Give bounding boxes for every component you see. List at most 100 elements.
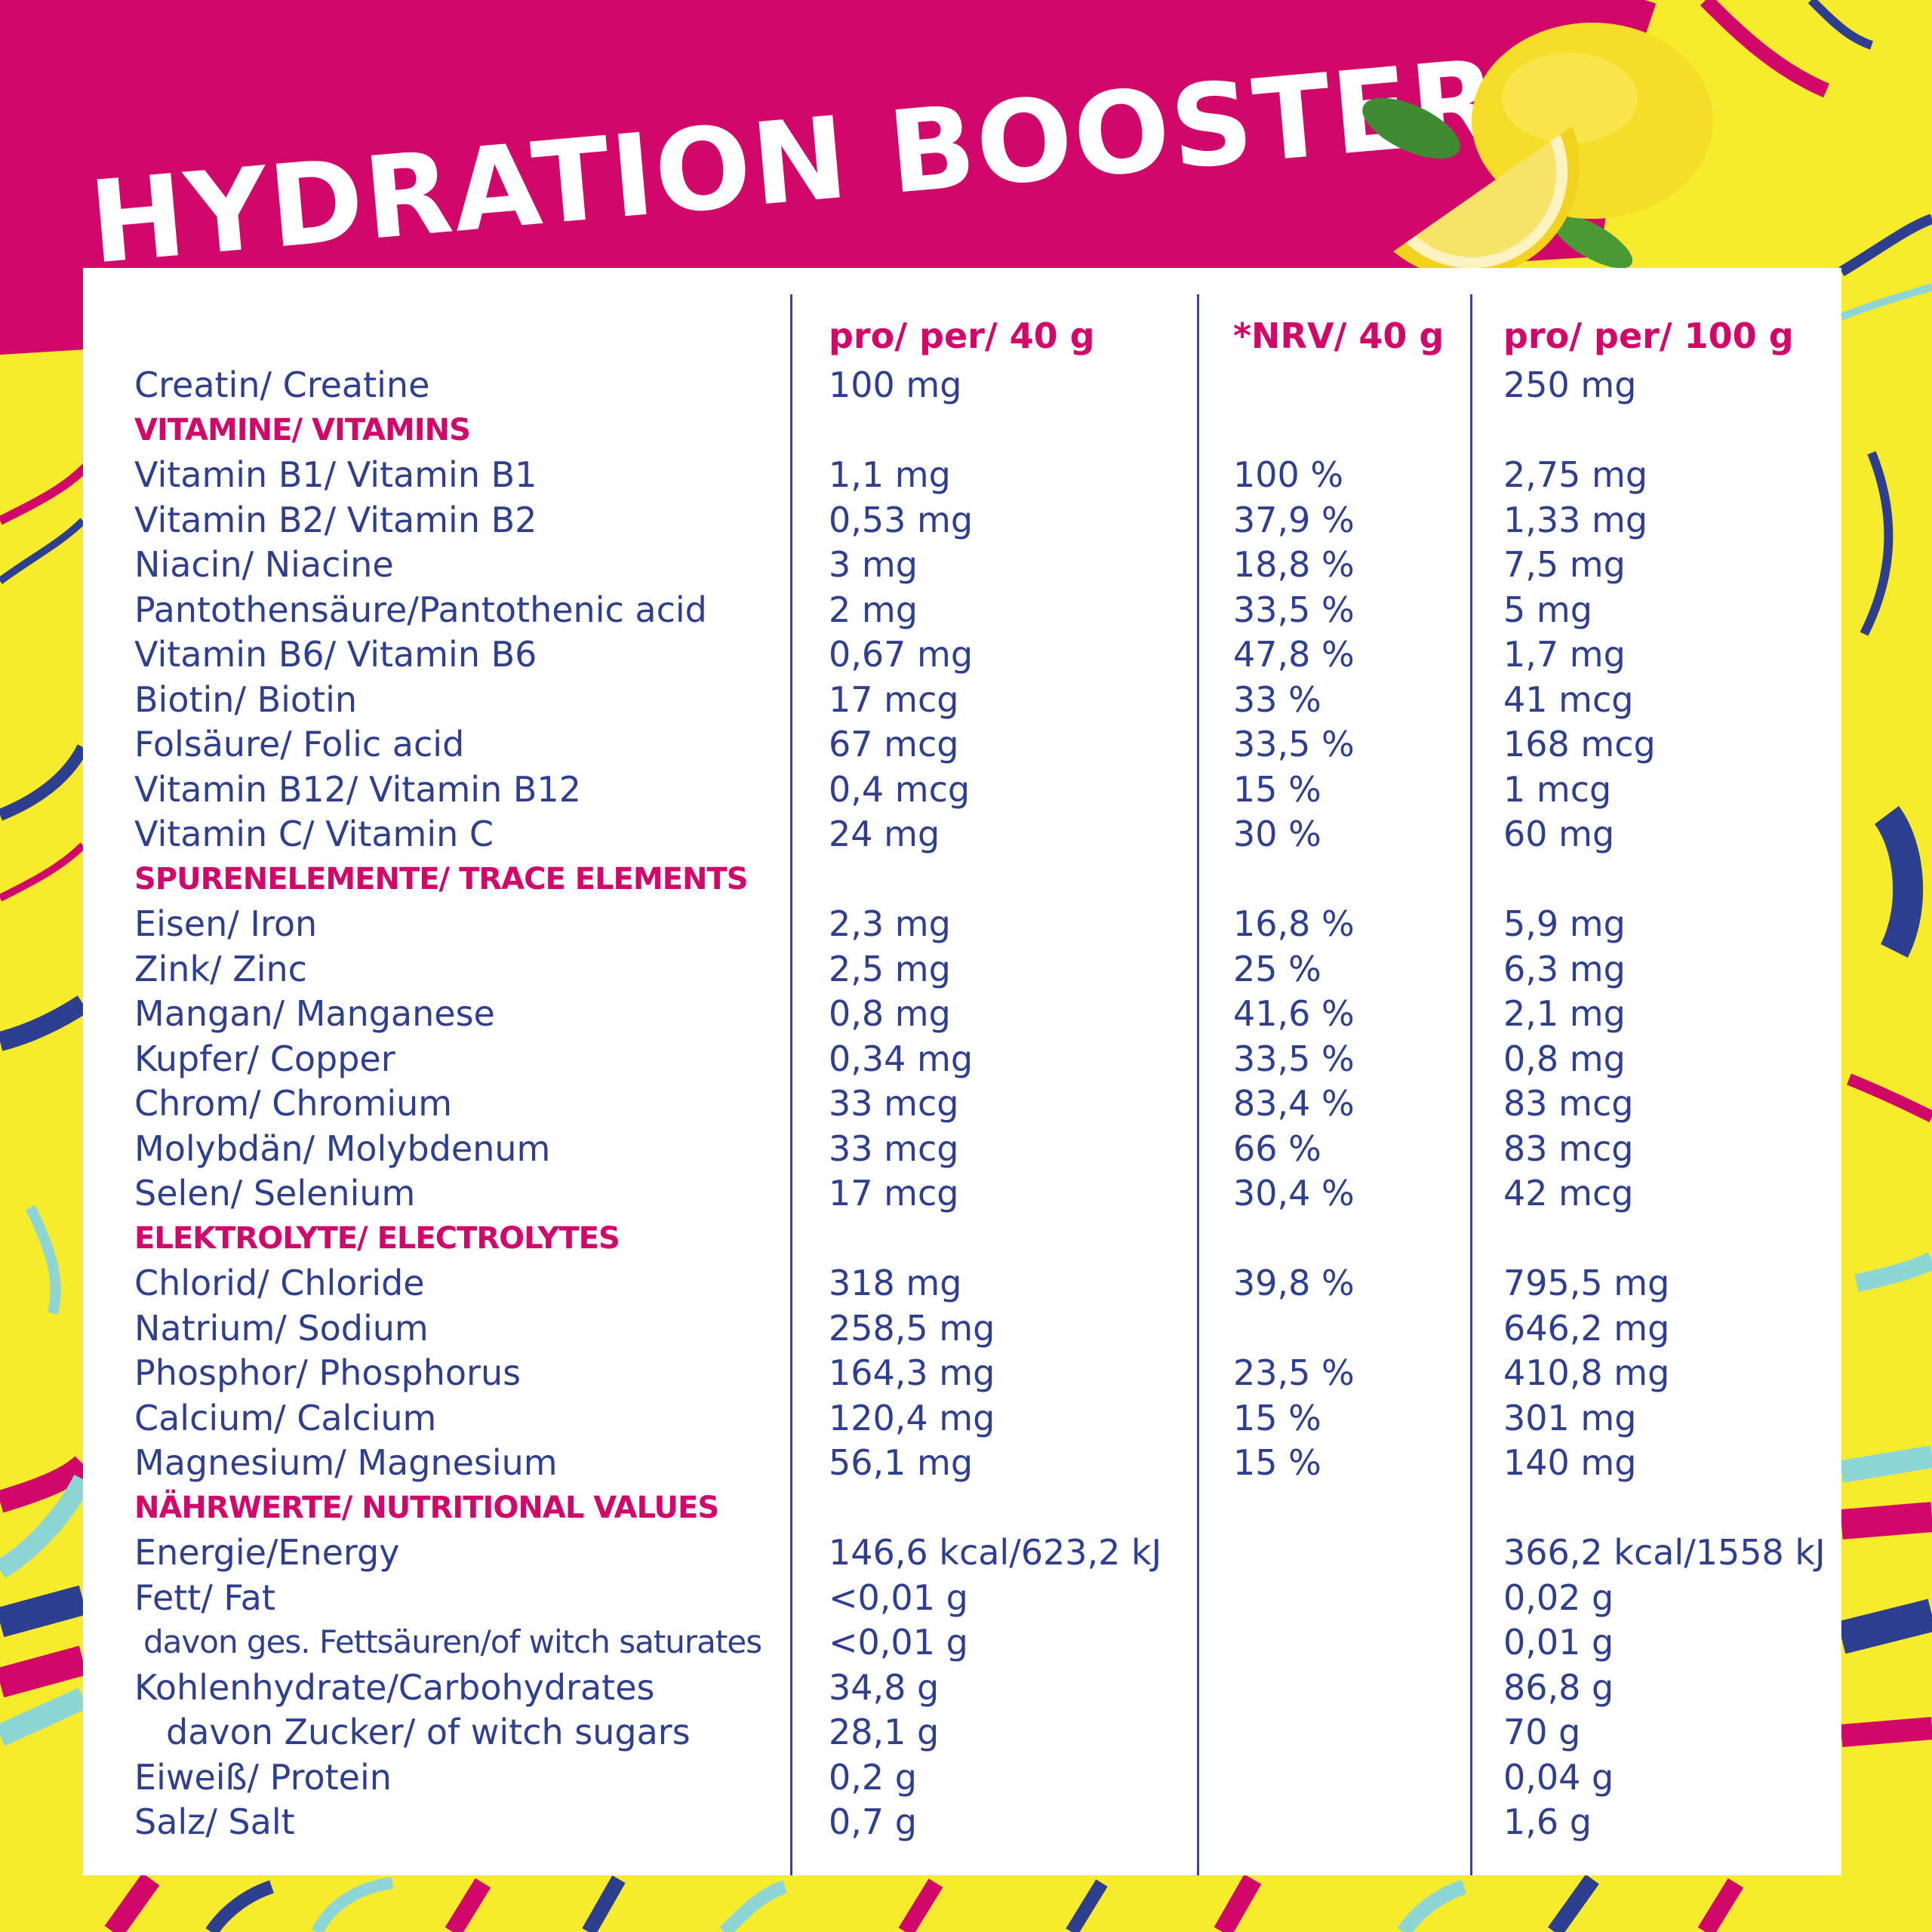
section-heading: SPURENELEMENTE/ TRACE ELEMENTS (134, 861, 749, 897)
value-per-100g: 366,2 kcal/1558 kJ (1503, 1532, 1826, 1573)
value-per-40g: 2,3 mg (829, 903, 951, 944)
value-per-100g: 7,5 mg (1503, 544, 1626, 585)
value-per-40g: 0,8 mg (829, 993, 951, 1034)
value-per-100g: 83 mcg (1503, 1128, 1634, 1169)
nutrient-name: Zink/ Zinc (134, 948, 307, 989)
column-divider (1470, 294, 1472, 1875)
nutrient-name: Niacin/ Niacine (134, 544, 394, 585)
nutrient-name: Creatin/ Creatine (134, 365, 430, 405)
value-per-40g: 120,4 mg (829, 1397, 995, 1438)
value-per-40g: 28,1 g (829, 1712, 940, 1752)
value-per-40g: 33 mcg (829, 1128, 959, 1169)
value-per-100g: 1,33 mg (1503, 499, 1648, 540)
value-per-100g: 795,5 mg (1503, 1263, 1670, 1303)
nutrient-name: Chrom/ Chromium (134, 1083, 453, 1124)
value-per-100g: 0,01 g (1503, 1622, 1614, 1663)
value-per-100g: 646,2 mg (1503, 1307, 1670, 1349)
value-nrv: 100 % (1233, 454, 1344, 495)
value-per-100g: 301 mg (1503, 1397, 1637, 1438)
value-per-40g: 17 mcg (829, 1173, 959, 1214)
value-per-40g: <0,01 g (829, 1577, 968, 1618)
nutrient-name: Vitamin B6/ Vitamin B6 (134, 634, 537, 675)
value-per-40g: 33 mcg (829, 1083, 959, 1124)
value-nrv: 33 % (1233, 678, 1321, 720)
value-per-100g: 168 mcg (1503, 724, 1656, 764)
nutrient-name: Vitamin B12/ Vitamin B12 (134, 768, 581, 810)
value-per-100g: 5,9 mg (1503, 903, 1626, 944)
value-nrv: 16,8 % (1233, 903, 1355, 944)
nutrient-name: Magnesium/ Magnesium (134, 1442, 558, 1483)
nutrition-table: pro/ per/ 40 g *NRV/ 40 g pro/ per/ 100 … (83, 268, 1841, 1875)
value-per-100g: 250 mg (1503, 365, 1637, 405)
value-per-100g: 70 g (1503, 1712, 1581, 1752)
value-nrv: 15 % (1233, 1397, 1321, 1438)
nutrient-name: Vitamin B2/ Vitamin B2 (134, 499, 537, 540)
nutrient-name: davon ges. Fettsäuren/of witch saturates (143, 1623, 762, 1660)
nutrient-name: Selen/ Selenium (134, 1173, 416, 1214)
nutrient-name: Kohlenhydrate/Carbohydrates (134, 1666, 655, 1708)
value-per-100g: 0,02 g (1503, 1577, 1614, 1618)
value-per-40g: 0,34 mg (829, 1038, 974, 1079)
column-header-per-100g: pro/ per/ 100 g (1503, 315, 1794, 356)
value-per-100g: 86,8 g (1503, 1666, 1614, 1708)
nutrient-name: davon Zucker/ of witch sugars (166, 1712, 691, 1752)
value-per-40g: 146,6 kcal/623,2 kJ (829, 1532, 1162, 1573)
nutrient-name: Folsäure/ Folic acid (134, 724, 465, 764)
value-per-100g: 410,8 mg (1503, 1352, 1670, 1393)
nutrient-name: Chlorid/ Chloride (134, 1263, 425, 1303)
value-per-40g: 0,4 mcg (829, 768, 971, 810)
value-nrv: 30,4 % (1233, 1173, 1355, 1214)
value-per-40g: 164,3 mg (829, 1352, 995, 1393)
nutrient-name: Calcium/ Calcium (134, 1397, 437, 1438)
value-per-40g: 318 mg (829, 1263, 962, 1303)
title-banner (0, 0, 1638, 355)
column-header-nrv: *NRV/ 40 g (1233, 315, 1444, 356)
value-per-100g: 42 mcg (1503, 1173, 1634, 1214)
value-nrv: 25 % (1233, 948, 1321, 989)
value-per-100g: 2,75 mg (1503, 454, 1648, 495)
value-per-100g: 60 mg (1503, 814, 1615, 854)
nutrient-name: Biotin/ Biotin (134, 678, 358, 720)
value-per-100g: 1 mcg (1503, 768, 1612, 810)
lemon-icon (1362, 23, 1713, 272)
value-per-40g: 2 mg (829, 589, 918, 630)
value-per-100g: 0,04 g (1503, 1756, 1614, 1798)
value-per-40g: 0,53 mg (829, 499, 974, 540)
section-heading: VITAMINE/ VITAMINS (134, 412, 471, 448)
section-heading: NÄHRWERTE/ NUTRITIONAL VALUES (134, 1490, 719, 1525)
value-per-40g: <0,01 g (829, 1622, 968, 1663)
column-divider (1197, 294, 1199, 1875)
value-nrv: 33,5 % (1233, 1038, 1355, 1079)
nutrient-name: Vitamin B1/ Vitamin B1 (134, 454, 537, 495)
nutrient-name: Eisen/ Iron (134, 903, 318, 944)
value-per-40g: 67 mcg (829, 724, 959, 764)
value-nrv: 83,4 % (1233, 1083, 1355, 1124)
value-nrv: 23,5 % (1233, 1352, 1355, 1393)
value-per-40g: 3 mg (829, 544, 918, 585)
value-per-40g: 34,8 g (829, 1666, 940, 1708)
value-per-100g: 140 mg (1503, 1442, 1637, 1483)
value-per-40g: 1,1 mg (829, 454, 951, 495)
nutrient-name: Pantothensäure/Pantothenic acid (134, 589, 707, 630)
value-nrv: 66 % (1233, 1128, 1321, 1169)
value-per-100g: 2,1 mg (1503, 993, 1626, 1034)
value-nrv: 33,5 % (1233, 724, 1355, 764)
value-nrv: 47,8 % (1233, 634, 1355, 675)
value-per-40g: 24 mg (829, 814, 940, 854)
nutrient-name: Fett/ Fat (134, 1577, 275, 1618)
nutrient-name: Phosphor/ Phosphorus (134, 1352, 521, 1393)
value-nrv: 15 % (1233, 768, 1321, 810)
value-nrv: 39,8 % (1233, 1263, 1355, 1303)
section-heading: ELEKTROLYTE/ ELECTROLYTES (134, 1220, 620, 1256)
value-nrv: 30 % (1233, 814, 1321, 854)
value-per-40g: 258,5 mg (829, 1307, 995, 1349)
value-per-40g: 0,7 g (829, 1801, 917, 1842)
value-nrv: 15 % (1233, 1442, 1321, 1483)
value-per-40g: 56,1 mg (829, 1442, 974, 1483)
value-per-100g: 6,3 mg (1503, 948, 1626, 989)
nutrient-name: Kupfer/ Copper (134, 1038, 395, 1079)
value-per-40g: 0,67 mg (829, 634, 974, 675)
nutrient-name: Salz/ Salt (134, 1801, 295, 1842)
value-per-100g: 41 mcg (1503, 678, 1634, 720)
